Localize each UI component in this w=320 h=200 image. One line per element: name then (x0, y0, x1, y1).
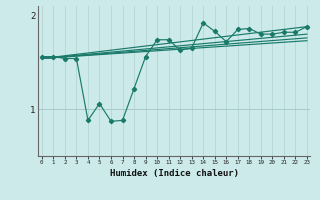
X-axis label: Humidex (Indice chaleur): Humidex (Indice chaleur) (110, 169, 239, 178)
